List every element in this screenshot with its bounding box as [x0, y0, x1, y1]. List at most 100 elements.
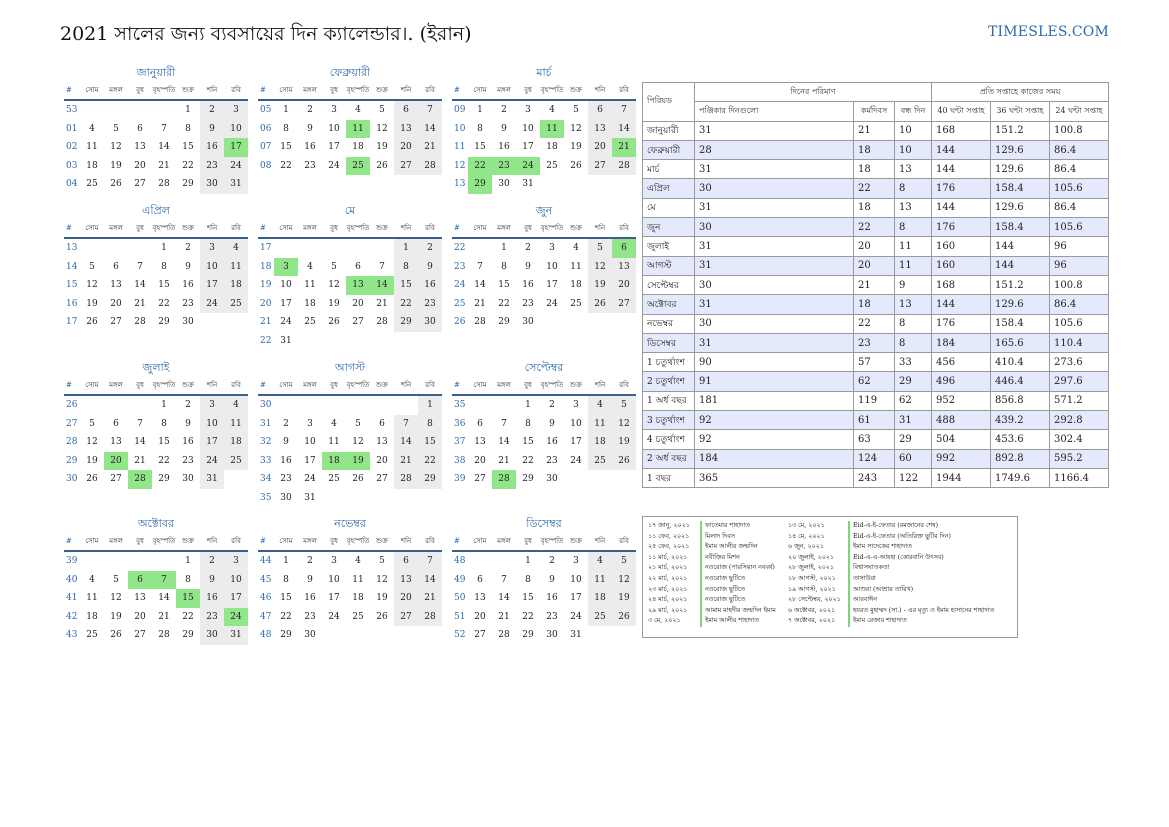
- day-cell[interactable]: 19: [346, 451, 370, 470]
- day-cell[interactable]: 4: [549, 105, 555, 115]
- day-cell[interactable]: 13: [110, 437, 122, 447]
- day-cell[interactable]: 30: [200, 626, 224, 645]
- day-cell[interactable]: 22: [394, 294, 418, 313]
- day-cell[interactable]: 16: [280, 455, 292, 466]
- day-cell[interactable]: 29: [468, 175, 492, 194]
- day-cell[interactable]: 21: [376, 298, 388, 309]
- day-cell[interactable]: 16: [522, 280, 534, 290]
- day-cell[interactable]: 21: [498, 611, 510, 622]
- day-cell[interactable]: 11: [86, 142, 98, 152]
- day-cell[interactable]: 15: [522, 593, 534, 603]
- day-cell[interactable]: 17: [304, 455, 316, 466]
- day-cell[interactable]: 18: [322, 451, 346, 470]
- day-cell[interactable]: 24: [328, 160, 340, 171]
- day-cell[interactable]: 10: [304, 437, 316, 447]
- day-cell[interactable]: 8: [283, 574, 289, 585]
- day-cell[interactable]: 28: [158, 179, 170, 189]
- day-cell[interactable]: 10: [570, 574, 582, 585]
- day-cell[interactable]: 4: [89, 574, 95, 585]
- day-cell[interactable]: 25: [328, 474, 340, 484]
- day-cell[interactable]: 30: [522, 317, 534, 327]
- day-cell[interactable]: 26: [612, 451, 636, 470]
- day-cell[interactable]: 18: [352, 593, 364, 603]
- day-cell[interactable]: 16: [304, 142, 316, 152]
- day-cell[interactable]: 4: [573, 243, 579, 253]
- day-cell[interactable]: 28: [134, 317, 146, 327]
- day-cell[interactable]: 24: [328, 611, 340, 622]
- day-cell[interactable]: 9: [200, 119, 224, 138]
- day-cell[interactable]: 23: [546, 455, 558, 466]
- day-cell[interactable]: 4: [307, 261, 313, 272]
- day-cell[interactable]: 8: [283, 123, 289, 134]
- day-cell[interactable]: 9: [307, 123, 313, 134]
- day-cell[interactable]: 27: [474, 474, 486, 484]
- day-cell[interactable]: 15: [280, 593, 292, 603]
- day-cell[interactable]: 15: [522, 437, 534, 447]
- day-cell[interactable]: 8: [161, 418, 167, 429]
- day-cell[interactable]: 16: [546, 437, 558, 447]
- day-cell[interactable]: 25: [346, 156, 370, 175]
- day-cell[interactable]: 17: [280, 298, 292, 309]
- day-cell[interactable]: 20: [474, 611, 486, 622]
- day-cell[interactable]: 15: [498, 280, 510, 290]
- day-cell[interactable]: 3: [331, 105, 337, 115]
- day-cell[interactable]: 23: [182, 298, 194, 309]
- day-cell[interactable]: 29: [182, 630, 194, 640]
- day-cell[interactable]: 23: [304, 160, 316, 171]
- day-cell[interactable]: 5: [379, 105, 385, 115]
- day-cell[interactable]: 26: [110, 179, 122, 189]
- day-cell[interactable]: 6: [379, 418, 385, 429]
- day-cell[interactable]: 11: [304, 280, 316, 290]
- day-cell[interactable]: 16: [182, 280, 194, 290]
- day-cell[interactable]: 23: [418, 294, 442, 313]
- day-cell[interactable]: 21: [158, 611, 170, 622]
- day-cell[interactable]: 2: [283, 418, 289, 429]
- day-cell[interactable]: 22: [418, 451, 442, 470]
- day-cell[interactable]: 11: [224, 257, 248, 276]
- day-cell[interactable]: 22: [158, 298, 170, 309]
- day-cell[interactable]: 5: [89, 261, 95, 272]
- day-cell[interactable]: 22: [280, 611, 292, 622]
- day-cell[interactable]: 24: [516, 156, 540, 175]
- day-cell[interactable]: 11: [86, 593, 98, 603]
- day-cell[interactable]: 13: [110, 280, 122, 290]
- day-cell[interactable]: 3: [549, 243, 555, 253]
- day-cell[interactable]: 17: [224, 138, 248, 157]
- day-cell[interactable]: 24: [570, 611, 582, 622]
- day-cell[interactable]: 8: [525, 574, 531, 585]
- day-cell[interactable]: 8: [418, 414, 442, 433]
- day-cell[interactable]: 3: [573, 400, 579, 410]
- day-cell[interactable]: 14: [418, 570, 442, 589]
- day-cell[interactable]: 1: [161, 243, 167, 253]
- day-cell[interactable]: 18: [86, 611, 98, 622]
- day-cell[interactable]: 28: [474, 317, 486, 327]
- day-cell[interactable]: 20: [612, 276, 636, 295]
- day-cell[interactable]: 17: [224, 589, 248, 608]
- day-cell[interactable]: 30: [182, 474, 194, 484]
- day-cell[interactable]: 30: [182, 317, 194, 327]
- day-cell[interactable]: 7: [418, 552, 442, 571]
- day-cell[interactable]: 10: [200, 414, 224, 433]
- day-cell[interactable]: 11: [224, 414, 248, 433]
- day-cell[interactable]: 2: [418, 239, 442, 258]
- day-cell[interactable]: 19: [376, 593, 388, 603]
- day-cell[interactable]: 8: [477, 123, 483, 134]
- day-cell[interactable]: 7: [477, 261, 483, 272]
- day-cell[interactable]: 9: [418, 257, 442, 276]
- day-cell[interactable]: 27: [110, 317, 122, 327]
- day-cell[interactable]: 29: [158, 474, 170, 484]
- day-cell[interactable]: 31: [200, 470, 224, 489]
- day-cell[interactable]: 13: [612, 257, 636, 276]
- day-cell[interactable]: 12: [612, 414, 636, 433]
- day-cell[interactable]: 1: [477, 105, 483, 115]
- day-cell[interactable]: 7: [501, 418, 507, 429]
- day-cell[interactable]: 1: [283, 556, 289, 566]
- day-cell[interactable]: 2: [307, 105, 313, 115]
- day-cell[interactable]: 18: [570, 280, 582, 290]
- day-cell[interactable]: 27: [588, 156, 612, 175]
- day-cell[interactable]: 5: [612, 552, 636, 571]
- day-cell[interactable]: 26: [612, 607, 636, 626]
- day-cell[interactable]: 22: [498, 298, 510, 309]
- day-cell[interactable]: 17: [522, 142, 534, 152]
- day-cell[interactable]: 12: [376, 574, 388, 585]
